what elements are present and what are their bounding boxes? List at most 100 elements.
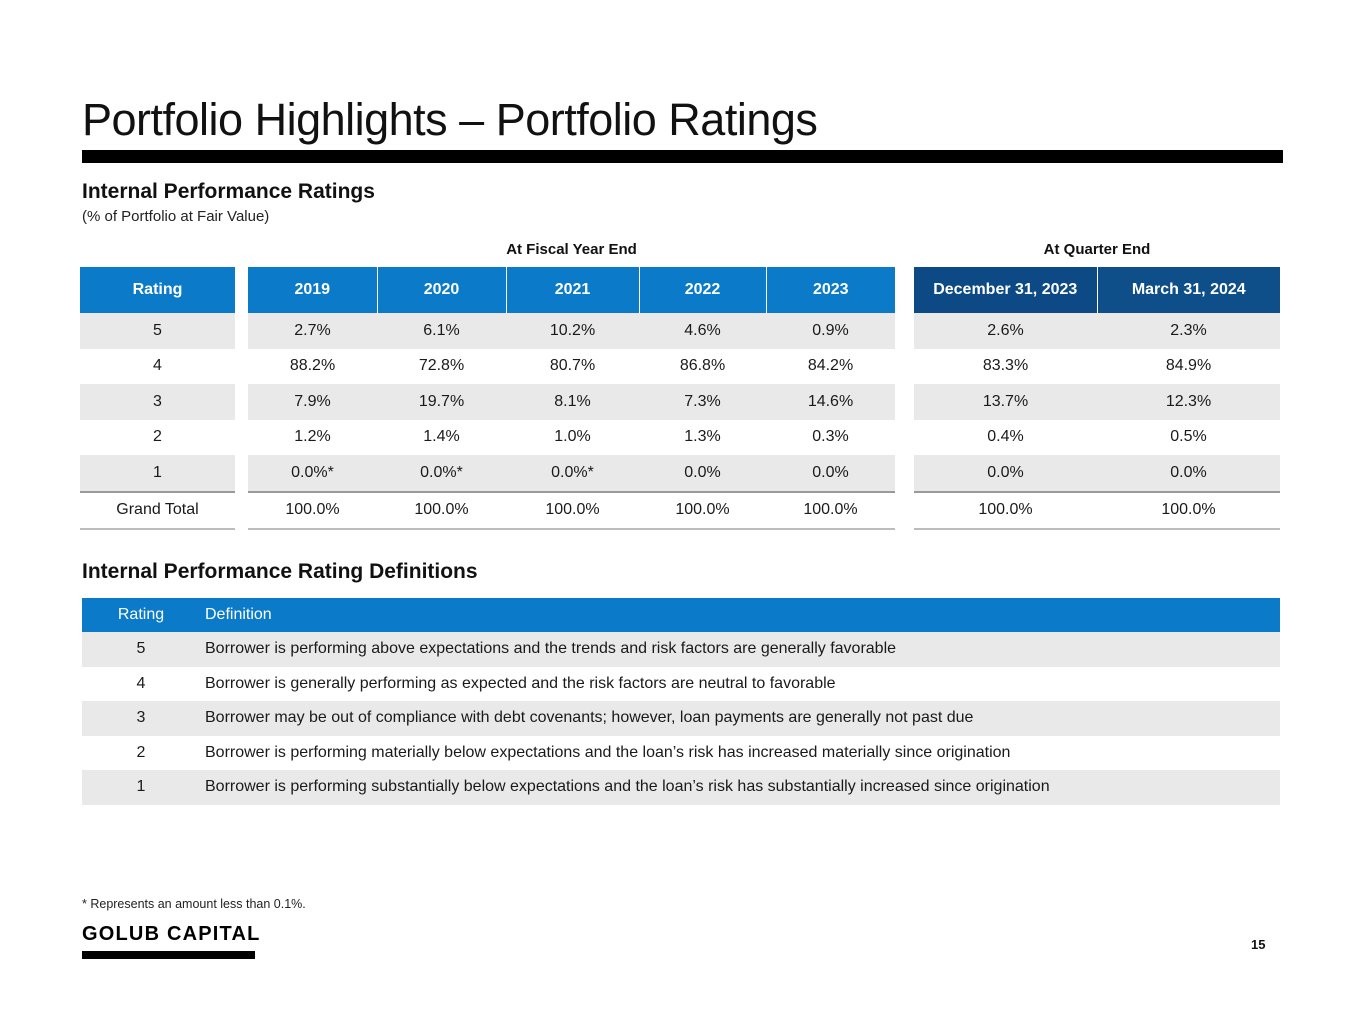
value-cell: 2.3% [1097, 313, 1280, 349]
definition-text: Borrower may be out of compliance with d… [200, 701, 1280, 736]
value-cell: 0.5% [1097, 419, 1280, 455]
table-row: 2.6% 2.3% [914, 313, 1280, 349]
table-row: 2.7% 6.1% 10.2% 4.6% 0.9% [248, 313, 895, 349]
rating-cell: 2 [80, 419, 235, 455]
value-cell: 0.3% [766, 419, 895, 455]
value-cell: 4.6% [639, 313, 766, 349]
definition-rating: 3 [82, 701, 200, 736]
value-cell: 0.0%* [248, 455, 377, 492]
quarter-end-table: December 31, 2023 March 31, 2024 2.6% 2.… [914, 267, 1280, 530]
value-cell: 0.0%* [377, 455, 506, 492]
value-cell: 14.6% [766, 384, 895, 420]
table-row-total: 100.0% 100.0% [914, 490, 1280, 530]
ratings-subheading: (% of Portfolio at Fair Value) [82, 208, 270, 225]
definition-rating: 5 [82, 632, 200, 667]
value-cell: 1.0% [506, 419, 639, 455]
rating-cell-total: Grand Total [80, 490, 235, 530]
definition-text: Borrower is performing substantially bel… [200, 770, 1280, 805]
table-row: 1.2% 1.4% 1.0% 1.3% 0.3% [248, 419, 895, 455]
value-cell: 12.3% [1097, 384, 1280, 420]
definition-rating: 1 [82, 770, 200, 805]
table-row-total: 100.0% 100.0% 100.0% 100.0% 100.0% [248, 490, 895, 530]
value-cell: 10.2% [506, 313, 639, 349]
table-row: 7.9% 19.7% 8.1% 7.3% 14.6% [248, 384, 895, 420]
rating-header: Rating [80, 267, 235, 313]
company-logo: GOLUB CAPITAL [82, 923, 261, 945]
table-row: 0.4% 0.5% [914, 419, 1280, 455]
value-cell: 0.0%* [506, 455, 639, 492]
definitions-table: Rating Definition 5 Borrower is performi… [82, 598, 1280, 805]
rating-cell: 1 [80, 455, 235, 492]
footnote: * Represents an amount less than 0.1%. [82, 897, 306, 911]
value-cell: 19.7% [377, 384, 506, 420]
table-row: 83.3% 84.9% [914, 348, 1280, 384]
definition-text: Borrower is performing above expectation… [200, 632, 1280, 667]
value-cell: 7.9% [248, 384, 377, 420]
quarter-group-label: At Quarter End [1043, 241, 1151, 258]
value-cell: 8.1% [506, 384, 639, 420]
fiscal-header-2020: 2020 [377, 267, 507, 313]
value-cell: 0.0% [766, 455, 895, 492]
value-cell: 86.8% [639, 348, 766, 384]
rating-cell: 5 [80, 313, 235, 349]
definitions-heading: Internal Performance Rating Definitions [82, 560, 478, 583]
table-row: 1 Borrower is performing substantially b… [82, 770, 1280, 805]
value-cell: 1.4% [377, 419, 506, 455]
definitions-definition-header: Definition [200, 598, 1280, 632]
value-cell: 84.9% [1097, 348, 1280, 384]
rating-cell: 4 [80, 348, 235, 384]
fiscal-header-2019: 2019 [248, 267, 378, 313]
total-cell: 100.0% [506, 490, 639, 530]
value-cell: 2.7% [248, 313, 377, 349]
value-cell: 0.0% [914, 455, 1097, 492]
value-cell: 0.9% [766, 313, 895, 349]
rating-column-table: Rating 5 4 3 2 1 Grand Total [80, 267, 235, 530]
fiscal-header-2022: 2022 [639, 267, 767, 313]
title-rule [82, 150, 1283, 163]
quarter-header-dec-2023: December 31, 2023 [914, 267, 1098, 313]
value-cell: 84.2% [766, 348, 895, 384]
value-cell: 0.4% [914, 419, 1097, 455]
value-cell: 80.7% [506, 348, 639, 384]
value-cell: 1.3% [639, 419, 766, 455]
value-cell: 83.3% [914, 348, 1097, 384]
value-cell: 13.7% [914, 384, 1097, 420]
page-number: 15 [1251, 937, 1266, 952]
fiscal-group-label: At Fiscal Year End [506, 241, 637, 258]
ratings-heading: Internal Performance Ratings [82, 180, 375, 203]
page-title: Portfolio Highlights – Portfolio Ratings [82, 94, 818, 145]
total-cell: 100.0% [766, 490, 895, 530]
table-row: 4 Borrower is generally performing as ex… [82, 666, 1280, 701]
total-cell: 100.0% [248, 490, 377, 530]
table-row: 2 Borrower is performing materially belo… [82, 735, 1280, 770]
definition-text: Borrower is generally performing as expe… [200, 666, 1280, 701]
value-cell: 7.3% [639, 384, 766, 420]
value-cell: 2.6% [914, 313, 1097, 349]
table-row: 0.0% 0.0% [914, 455, 1280, 492]
definition-text: Borrower is performing materially below … [200, 735, 1280, 770]
table-row: 88.2% 72.8% 80.7% 86.8% 84.2% [248, 348, 895, 384]
value-cell: 6.1% [377, 313, 506, 349]
quarter-header-mar-2024: March 31, 2024 [1097, 267, 1280, 313]
value-cell: 72.8% [377, 348, 506, 384]
table-row: 13.7% 12.3% [914, 384, 1280, 420]
fiscal-year-table: 2019 2020 2021 2022 2023 2.7% 6.1% 10.2%… [248, 267, 895, 530]
fiscal-header-2021: 2021 [506, 267, 640, 313]
logo-underline [82, 951, 255, 959]
rating-cell: 3 [80, 384, 235, 420]
value-cell: 88.2% [248, 348, 377, 384]
definition-rating: 4 [82, 666, 200, 701]
value-cell: 1.2% [248, 419, 377, 455]
total-cell: 100.0% [639, 490, 766, 530]
definitions-rating-header: Rating [82, 598, 200, 632]
value-cell: 0.0% [639, 455, 766, 492]
table-row: 3 Borrower may be out of compliance with… [82, 701, 1280, 736]
table-row: 0.0%* 0.0%* 0.0%* 0.0% 0.0% [248, 455, 895, 492]
total-cell: 100.0% [1097, 490, 1280, 530]
definition-rating: 2 [82, 735, 200, 770]
table-row: 5 Borrower is performing above expectati… [82, 632, 1280, 667]
fiscal-header-2023: 2023 [766, 267, 895, 313]
total-cell: 100.0% [914, 490, 1097, 530]
value-cell: 0.0% [1097, 455, 1280, 492]
total-cell: 100.0% [377, 490, 506, 530]
